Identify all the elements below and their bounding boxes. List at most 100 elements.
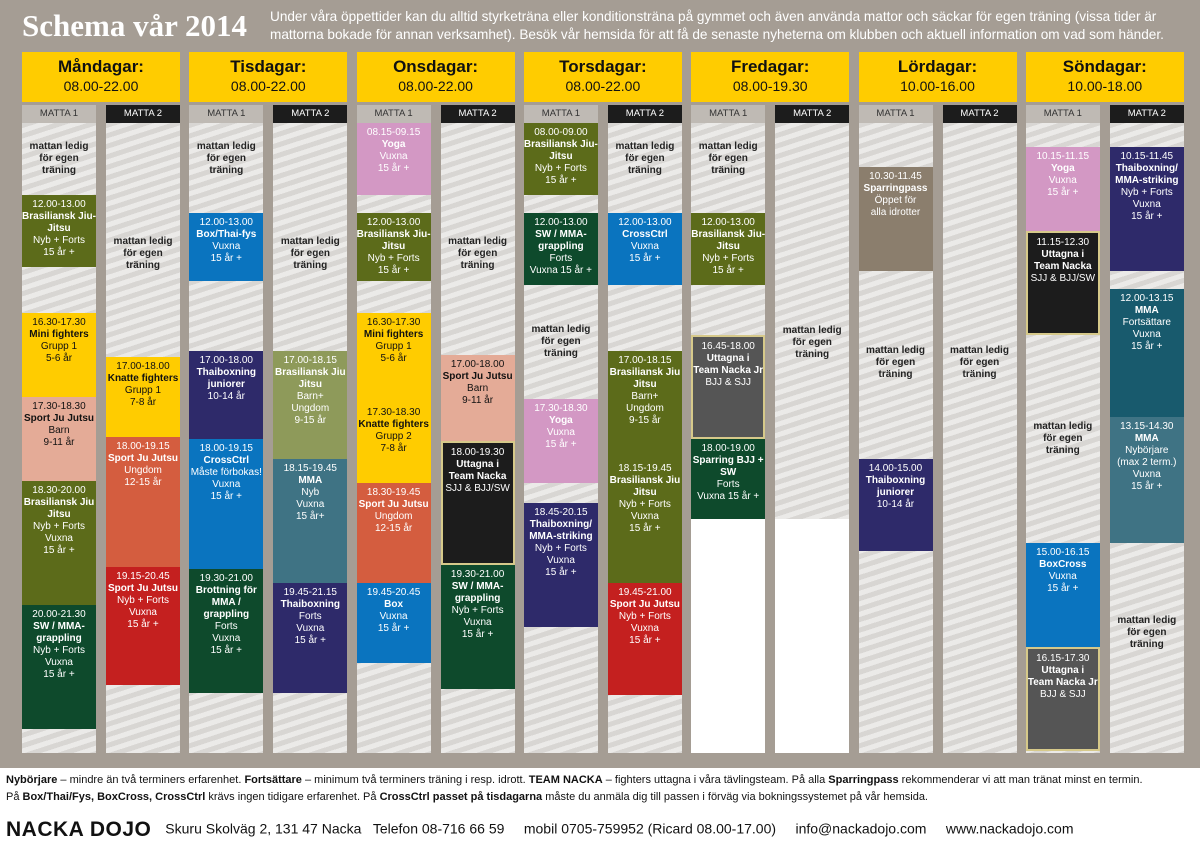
free-mat-slot: mattan ledig för egen träning	[106, 195, 180, 313]
class-time: 19.30-21.00	[450, 569, 505, 580]
class-detail: Nyb	[301, 487, 320, 498]
class-name: Yoga	[381, 139, 406, 150]
class-detail: Vuxna	[129, 607, 157, 618]
mat-1-header: MATTA 1	[691, 105, 766, 123]
class-detail: Vuxna	[630, 623, 659, 634]
contact-email[interactable]: info@nackadojo.com	[795, 820, 927, 837]
mat-2-header: MATTA 2	[775, 105, 850, 123]
mat-1-column: 08.15-09.15 Yoga Vuxna 15 år +12.00-13.00 Br…	[356, 123, 431, 753]
day-header: Fredagar: 08.00-19.30	[691, 52, 850, 102]
footer-text: – minimum två terminers träning i resp. …	[301, 774, 529, 786]
day-column: Tisdagar: 08.00-22.00 MATTA 1 MATTA 2 mattan…	[189, 52, 348, 753]
contact-website[interactable]: www.nackadojo.com	[945, 820, 1074, 837]
class-detail: 9-15 år	[629, 415, 661, 426]
class-time: 08.15-09.15	[366, 127, 421, 138]
class-block: 18.30-20.00 Brasiliansk Jiu Jitsu Nyb + Fo…	[22, 481, 96, 605]
class-block: 18.00-19.15 CrossCtrl Måste förbokas! Vuxna…	[189, 439, 264, 569]
class-block: 12.00-13.00 Brasiliansk Jiu-Jitsu Nyb + Fo…	[356, 213, 431, 281]
class-time: 18.00-19.15	[116, 441, 170, 452]
mat-1-header: MATTA 1	[1025, 105, 1100, 123]
class-time: 12.00-13.00	[32, 199, 86, 210]
mat-2-column: mattan ledig för egen träning 12.00-13.00…	[607, 123, 682, 753]
class-detail: Nyb + Forts	[618, 499, 671, 510]
class-detail: Forts	[214, 621, 238, 632]
page-title: Schema vår 2014	[22, 8, 248, 43]
class-detail: Nyb + Forts	[117, 595, 169, 606]
class-detail: Barn	[48, 425, 70, 436]
class-block: 12.00-13.00 Brasiliansk Jiu-Jitsu Nyb + Fo…	[691, 213, 766, 285]
free-mat-slot: mattan ledig för egen träning	[273, 195, 347, 313]
class-detail: 10-14 år	[876, 499, 915, 510]
day-hours: 08.00-19.30	[732, 78, 808, 94]
class-name: SW / MMA-grappling	[33, 621, 85, 644]
class-block: 20.00-21.30 SW / MMA-grappling Nyb + Forts…	[22, 605, 96, 729]
class-block: 16.15-17.30 Uttagna i Team Nacka Jr BJJ & …	[1025, 647, 1100, 751]
class-detail: 15 år +	[377, 623, 410, 634]
class-detail: 15 år +	[1047, 187, 1079, 198]
class-name: Uttagna i Team Nacka Jr	[1027, 665, 1098, 688]
class-detail: 15 år +	[1131, 341, 1163, 352]
class-time: 17.30-18.30	[534, 403, 588, 414]
day-hours: 10.00-18.00	[1067, 78, 1143, 94]
mat-2-header: MATTA 2	[1109, 105, 1184, 123]
day-column: Onsdagar: 08.00-22.00 MATTA 1 MATTA 2 08.15-…	[356, 52, 515, 753]
class-block: 16.45-18.00 Uttagna i Team Nacka Jr BJJ & …	[691, 335, 766, 439]
class-time: 17.00-18.00	[199, 355, 253, 366]
class-detail: Vuxna	[630, 241, 659, 252]
class-block: 12.00-13.15 MMA Fortsättare Vuxna 15 år +	[1109, 289, 1184, 417]
class-time: 10.15-11.15	[1036, 151, 1090, 162]
class-detail: Nyb + Forts	[33, 235, 85, 246]
class-name: Thaiboxning juniorer	[865, 475, 926, 498]
mat-1-header: MATTA 1	[22, 105, 96, 123]
class-detail: 15 år +	[461, 629, 494, 640]
class-block: 08.00-09.00 Brasiliansk Jiu-Jitsu Nyb + Fo…	[523, 123, 598, 195]
class-name: Brasiliansk Jiu Jitsu	[23, 497, 95, 520]
class-name: Brasiliansk Jiu-Jitsu	[691, 229, 766, 252]
class-name: Uttagna i Team Nacka Jr	[693, 353, 764, 376]
mat-1-header: MATTA 1	[356, 105, 431, 123]
class-detail: 15 år +	[43, 669, 75, 680]
free-mat-slot: mattan ledig för egen träning	[691, 123, 765, 195]
class-detail: 15 år +	[629, 253, 661, 264]
class-detail: SJJ & BJJ/SW	[445, 483, 510, 494]
class-time: 13.15-14.30	[1120, 421, 1174, 432]
class-time: 18.30-20.00	[32, 485, 86, 496]
class-name: BoxCross	[1039, 559, 1087, 570]
contact-bar: NACKA DOJO Skuru Skolväg 2, 131 47 Nacka…	[6, 818, 1196, 842]
class-block: 18.00-19.30 Uttagna i Team Nacka SJJ & BJJ…	[440, 441, 515, 565]
class-detail: Öppet för	[874, 195, 917, 206]
class-block: 17.30-18.30 Sport Ju Jutsu Barn 9-11 år	[22, 397, 96, 481]
free-mat-label: mattan ledig för egen träning	[196, 141, 256, 176]
day-hours: 08.00-22.00	[565, 78, 641, 94]
class-detail: 5-6 år	[380, 353, 407, 364]
class-detail: Vuxna	[296, 623, 325, 634]
day-column: Måndagar: 08.00-22.00 MATTA 1 MATTA 2 mattan…	[22, 52, 180, 753]
mat-2-header: MATTA 2	[942, 105, 1017, 123]
class-block: 19.45-21.00 Sport Ju Jutsu Nyb + Forts Vuxn…	[607, 583, 682, 695]
class-name: CrossCtrl	[622, 229, 668, 240]
class-time: 12.00-13.00	[534, 217, 588, 228]
class-detail: 15 år +	[294, 635, 326, 646]
footer-term: Box/Thai/Fys, BoxCross, CrossCtrl	[22, 791, 206, 803]
class-time: 10.15-11.45	[1120, 151, 1174, 162]
contact-address: Skuru Skolväg 2, 131 47 Nacka	[165, 820, 362, 837]
class-time: 14.00-15.00	[868, 463, 923, 474]
class-detail: Ungdom	[291, 403, 330, 414]
class-detail: 15 år +	[545, 175, 577, 186]
class-detail: Nyb + Forts	[451, 605, 504, 616]
nacka-dojo-logo: NACKA DOJO	[6, 818, 152, 841]
class-name: Sport Ju Jutsu	[107, 583, 178, 594]
mat-1-column: 10.15-11.15 Yoga Vuxna 15 år +11.15-12.30 Ut…	[1025, 123, 1100, 753]
footer-line-1: Nybörjare – mindre än två terminers erfa…	[6, 772, 1196, 789]
free-mat-label: mattan ledig för egen träning	[950, 345, 1009, 380]
day-header: Torsdagar: 08.00-22.00	[523, 52, 682, 102]
mat-1-header: MATTA 1	[189, 105, 264, 123]
class-time: 12.00-13.00	[701, 217, 755, 228]
class-detail: Vuxna	[296, 499, 325, 510]
day-name: Söndagar:	[1062, 57, 1147, 76]
class-detail: 15 år +	[712, 265, 744, 276]
class-block: 16.30-17.30 Mini fighters Grupp 1 5-6 år	[356, 313, 431, 403]
class-detail: 15 år+	[295, 511, 325, 522]
footer-term: Sparringpass	[828, 774, 899, 786]
class-name: Sport Ju Jutsu	[442, 371, 513, 382]
